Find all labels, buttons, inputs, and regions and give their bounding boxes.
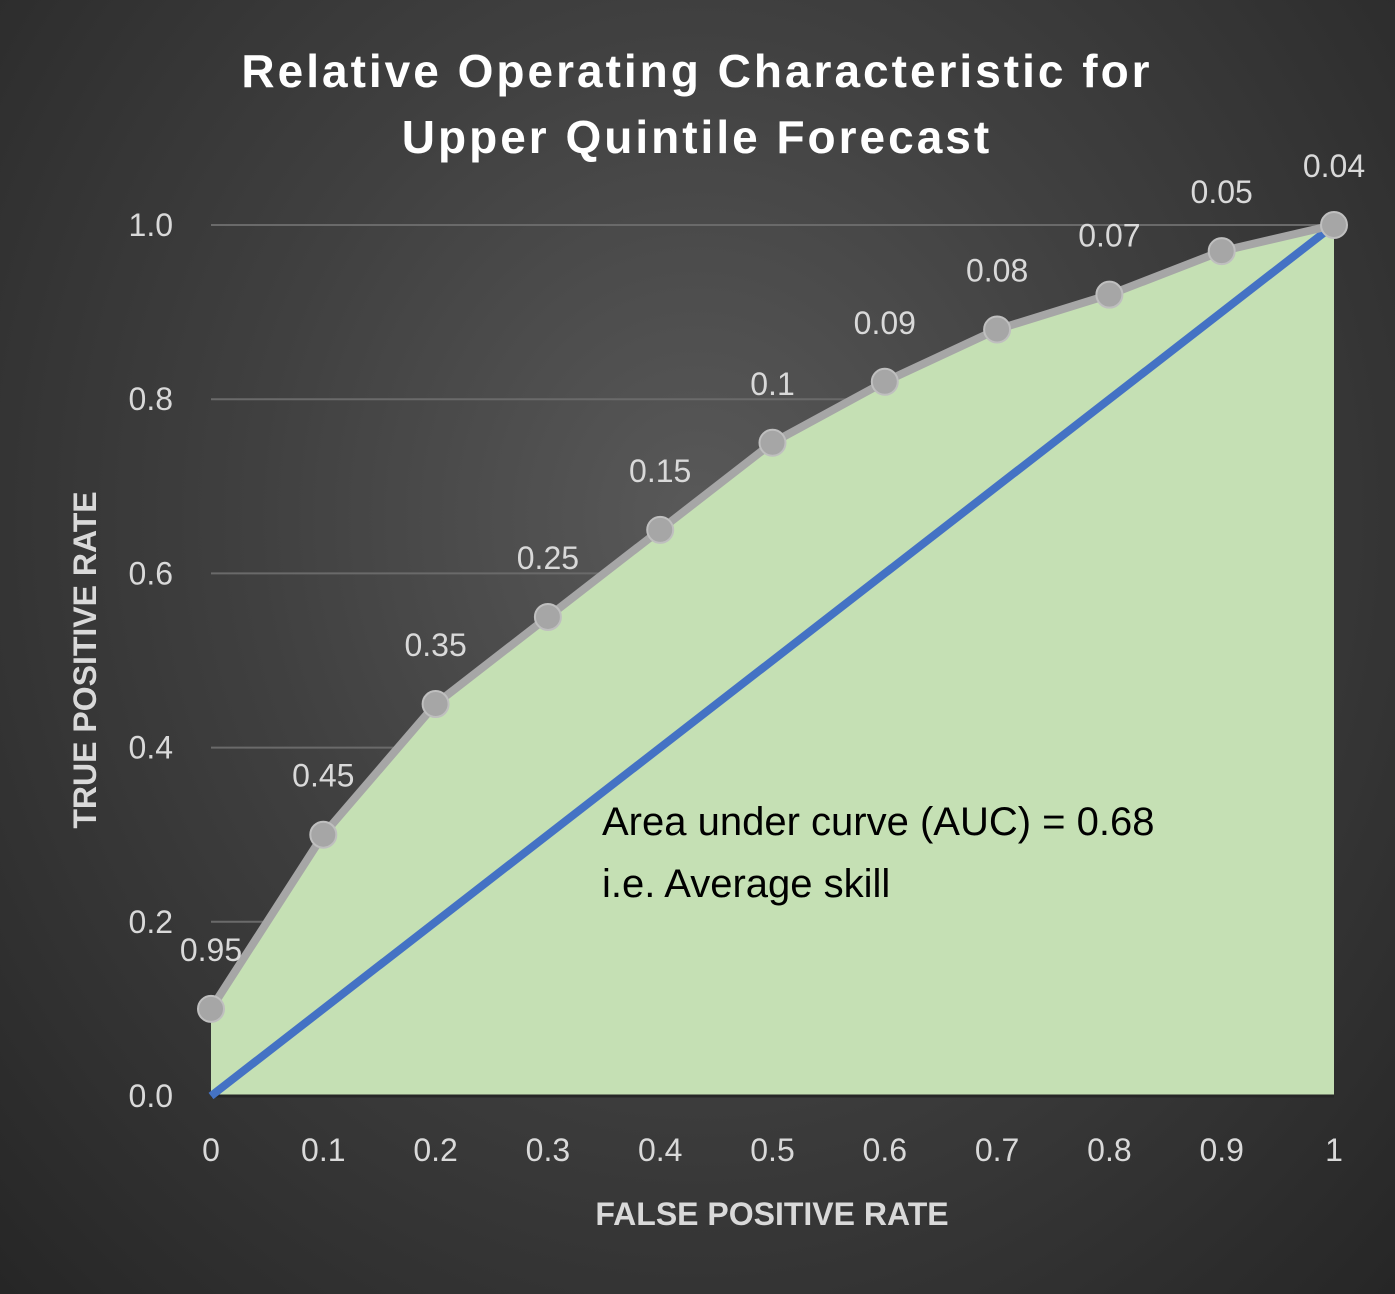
x-tick-label: 0.7 (975, 1132, 1019, 1168)
roc-point (758, 428, 787, 457)
data-label: 0.09 (854, 305, 916, 341)
roc-point (421, 690, 450, 719)
y-tick-label: 0.8 (129, 381, 173, 417)
roc-point (646, 515, 675, 544)
roc-point (870, 367, 899, 396)
auc-annotation-line-2: i.e. Average skill (602, 862, 890, 906)
y-tick-labels: 0.0 0.2 0.4 0.6 0.8 1.0 (129, 207, 173, 1114)
y-tick-label: 0.6 (129, 555, 173, 591)
y-tick-label: 0.2 (129, 904, 173, 940)
x-tick-labels: 0 0.1 0.2 0.3 0.4 0.5 0.6 0.7 0.8 0.9 1 (202, 1132, 1343, 1168)
y-axis-title: TRUE POSITIVE RATE (67, 491, 103, 828)
data-label: 0.45 (292, 758, 354, 794)
data-label: 0.08 (966, 253, 1028, 289)
x-tick-label: 1 (1325, 1132, 1343, 1168)
data-label: 0.05 (1191, 174, 1253, 210)
x-tick-label: 0.8 (1087, 1132, 1131, 1168)
roc-point (197, 994, 225, 1023)
roc-point (533, 602, 562, 631)
data-label: 0.1 (750, 366, 794, 402)
roc-point (1095, 280, 1124, 309)
roc-point (983, 315, 1012, 344)
x-tick-label: 0.1 (301, 1132, 345, 1168)
x-tick-label: 0.6 (863, 1132, 907, 1168)
roc-point (309, 820, 338, 849)
data-label: 0.35 (404, 627, 466, 663)
chart-title-line-2: Upper Quintile Forecast (402, 111, 992, 163)
data-label: 0.95 (180, 932, 242, 968)
chart-title-line-1: Relative Operating Characteristic for (241, 45, 1152, 97)
y-tick-label: 1.0 (129, 207, 173, 243)
x-tick-label: 0.2 (413, 1132, 457, 1168)
auc-annotation-line-1: Area under curve (AUC) = 0.68 (602, 800, 1154, 844)
roc-points (197, 211, 1348, 1023)
data-labels: 0.95 0.45 0.35 0.25 0.15 0.1 0.09 0.08 0.07 0.05 0… (180, 148, 1365, 968)
data-label: 0.15 (629, 453, 691, 489)
x-tick-label: 0.4 (638, 1132, 682, 1168)
data-label: 0.04 (1303, 148, 1365, 184)
data-label: 0.07 (1078, 218, 1140, 254)
x-axis-title: FALSE POSITIVE RATE (595, 1196, 948, 1232)
x-tick-label: 0.5 (750, 1132, 794, 1168)
x-tick-label: 0.3 (526, 1132, 570, 1168)
roc-point (1207, 237, 1236, 266)
data-label: 0.25 (517, 540, 579, 576)
roc-point (1320, 211, 1348, 239)
y-tick-label: 0.0 (129, 1078, 173, 1114)
x-tick-label: 0.9 (1199, 1132, 1243, 1168)
x-tick-label: 0 (202, 1132, 220, 1168)
diagonal-no-skill-line (208, 221, 1337, 1100)
y-tick-label: 0.4 (129, 730, 173, 766)
